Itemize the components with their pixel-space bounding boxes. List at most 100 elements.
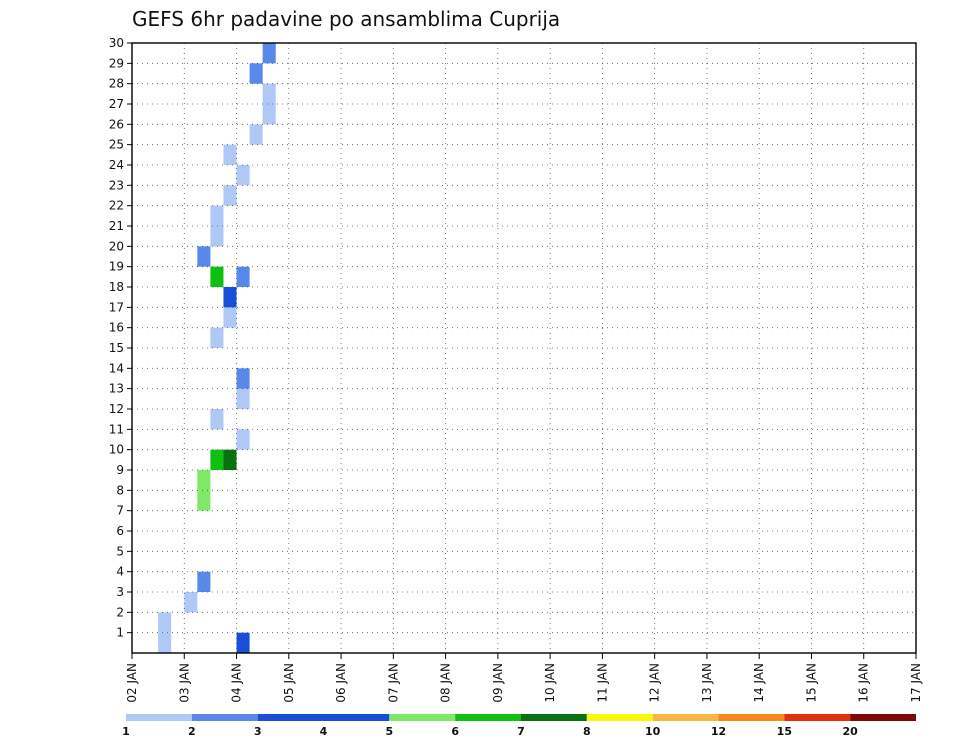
heatmap-cell bbox=[236, 388, 250, 409]
heatmap-cell bbox=[223, 185, 237, 206]
heatmap-cell bbox=[223, 449, 237, 470]
y-tick-label: 14 bbox=[109, 361, 124, 375]
heatmap-cell bbox=[197, 470, 211, 491]
y-tick-label: 24 bbox=[109, 158, 124, 172]
x-tick-label: 02 JAN bbox=[125, 663, 139, 703]
y-tick-label: 10 bbox=[109, 443, 124, 457]
heatmap-cell bbox=[197, 246, 211, 267]
y-tick-label: 18 bbox=[109, 280, 124, 294]
colorbar-swatch bbox=[455, 714, 521, 721]
heatmap-cell bbox=[236, 368, 250, 389]
heatmap-cell bbox=[210, 409, 224, 430]
y-tick-label: 13 bbox=[109, 382, 124, 396]
heatmap-cell bbox=[158, 612, 172, 633]
colorbar-swatch bbox=[323, 714, 390, 721]
heatmap-cell bbox=[249, 63, 263, 84]
y-tick-label: 5 bbox=[116, 544, 124, 558]
heatmap-cell bbox=[262, 43, 276, 64]
colorbar-swatch bbox=[521, 714, 587, 721]
colorbar-label: 2 bbox=[188, 725, 196, 738]
colorbar-swatch bbox=[586, 714, 653, 721]
y-tick-label: 29 bbox=[109, 56, 124, 70]
y-tick-label: 16 bbox=[109, 321, 124, 335]
y-tick-label: 22 bbox=[109, 199, 124, 213]
colorbar-swatch bbox=[850, 714, 916, 721]
heatmap-cell bbox=[210, 226, 224, 247]
x-tick-label: 07 JAN bbox=[386, 663, 400, 703]
y-tick-label: 19 bbox=[109, 260, 124, 274]
x-tick-label: 09 JAN bbox=[491, 663, 505, 703]
y-tick-label: 23 bbox=[109, 178, 124, 192]
heatmap-cell bbox=[223, 144, 237, 165]
colorbar-label: 4 bbox=[320, 725, 328, 738]
colorbar-swatch bbox=[652, 714, 719, 721]
y-tick-label: 28 bbox=[109, 77, 124, 91]
y-tick-label: 6 bbox=[116, 524, 124, 538]
y-tick-label: 4 bbox=[116, 565, 124, 579]
x-axis: 02 JAN 03 JAN 04 JAN 05 JAN 06 JAN 07 JAN 08 J… bbox=[125, 653, 923, 703]
y-tick-label: 30 bbox=[109, 36, 124, 50]
colorbar-label: 15 bbox=[777, 725, 792, 738]
heatmap-cell bbox=[236, 632, 250, 653]
y-tick-label: 21 bbox=[109, 219, 124, 233]
colorbar: 1 2 3 4 5 6 7 8 10 12 15 20 bbox=[122, 714, 916, 738]
x-tick-label: 15 JAN bbox=[804, 663, 818, 703]
y-tick-label: 27 bbox=[109, 97, 124, 111]
x-tick-label: 12 JAN bbox=[648, 663, 662, 703]
x-tick-label: 13 JAN bbox=[700, 663, 714, 703]
colorbar-swatch bbox=[126, 714, 192, 721]
heatmap-cell bbox=[210, 449, 224, 470]
heatmap-cell bbox=[210, 327, 224, 348]
grid-layer bbox=[132, 42, 916, 653]
x-tick-label: 16 JAN bbox=[857, 663, 871, 703]
y-tick-label: 12 bbox=[109, 402, 124, 416]
heatmap-cell bbox=[223, 287, 237, 308]
heatmap-cell bbox=[223, 307, 237, 328]
y-tick-label: 9 bbox=[116, 463, 124, 477]
x-tick-label: 03 JAN bbox=[177, 663, 191, 703]
y-axis: 1234567891011121314151617181920212223242… bbox=[109, 36, 132, 640]
y-tick-label: 11 bbox=[109, 422, 124, 436]
heatmap-cell bbox=[184, 592, 198, 613]
y-tick-label: 8 bbox=[116, 483, 124, 497]
y-tick-label: 1 bbox=[116, 626, 124, 640]
colorbar-swatch bbox=[389, 714, 456, 721]
x-tick-label: 17 JAN bbox=[909, 663, 923, 703]
x-tick-label: 14 JAN bbox=[752, 663, 766, 703]
y-tick-label: 7 bbox=[116, 504, 124, 518]
x-tick-label: 11 JAN bbox=[595, 663, 609, 703]
y-tick-label: 2 bbox=[116, 605, 124, 619]
y-tick-label: 3 bbox=[116, 585, 124, 599]
x-tick-label: 04 JAN bbox=[230, 663, 244, 703]
cells-layer bbox=[158, 43, 276, 653]
y-tick-label: 26 bbox=[109, 117, 124, 131]
heatmap-cell bbox=[236, 165, 250, 186]
colorbar-label: 1 bbox=[122, 725, 130, 738]
y-tick-label: 17 bbox=[109, 300, 124, 314]
heatmap-cell bbox=[197, 490, 211, 511]
colorbar-label: 10 bbox=[645, 725, 661, 738]
heatmap-cell bbox=[210, 205, 224, 226]
y-tick-label: 25 bbox=[109, 138, 124, 152]
colorbar-swatch bbox=[784, 714, 851, 721]
colorbar-label: 5 bbox=[386, 725, 394, 738]
heatmap-cell bbox=[262, 104, 276, 125]
heatmap-cell bbox=[210, 266, 224, 287]
colorbar-label: 8 bbox=[583, 725, 591, 738]
heatmap-cell bbox=[197, 571, 211, 592]
chart-title: GEFS 6hr padavine po ansamblima Cuprija bbox=[132, 7, 560, 31]
colorbar-swatch bbox=[718, 714, 785, 721]
heatmap-cell bbox=[158, 632, 172, 653]
colorbar-swatch bbox=[191, 714, 258, 721]
heatmap-cell bbox=[249, 124, 263, 145]
colorbar-label: 3 bbox=[254, 725, 262, 738]
x-tick-label: 06 JAN bbox=[334, 663, 348, 703]
x-tick-label: 05 JAN bbox=[282, 663, 296, 703]
colorbar-swatch bbox=[257, 714, 324, 721]
colorbar-label: 6 bbox=[451, 725, 459, 738]
colorbar-label: 7 bbox=[517, 725, 525, 738]
y-tick-label: 15 bbox=[109, 341, 124, 355]
colorbar-label: 20 bbox=[843, 725, 859, 738]
colorbar-label: 12 bbox=[711, 725, 726, 738]
